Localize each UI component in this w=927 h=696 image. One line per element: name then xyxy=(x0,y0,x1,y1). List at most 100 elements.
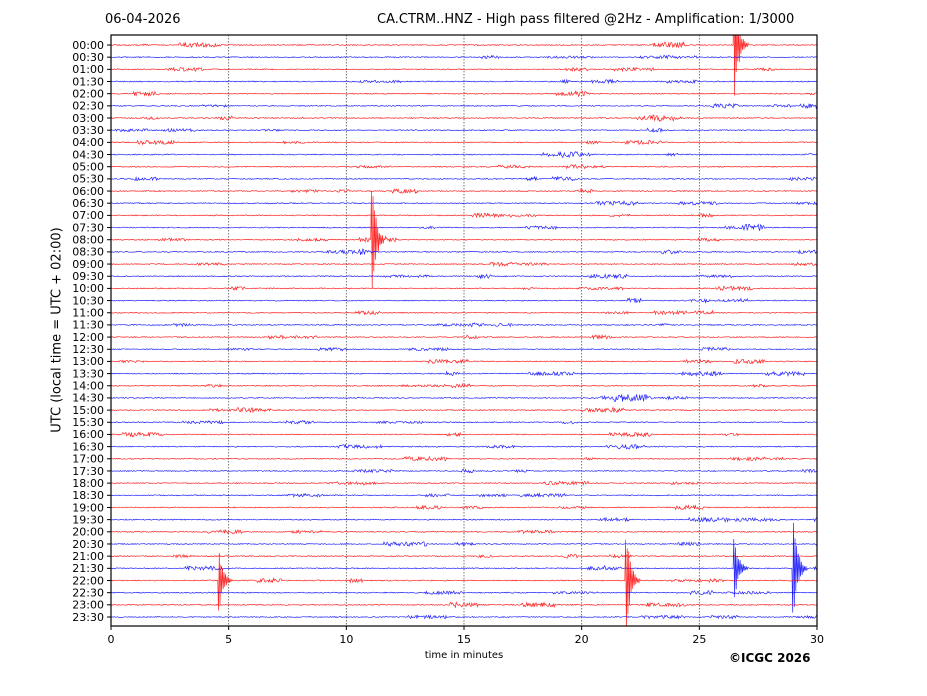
y-tick-label: 00:00 xyxy=(72,39,104,52)
trace-1330 xyxy=(111,370,817,377)
trace-0600 xyxy=(111,188,817,195)
x-tick-label: 10 xyxy=(339,633,353,646)
y-tick-label: 06:30 xyxy=(72,197,104,210)
y-tick-label: 12:30 xyxy=(72,343,104,356)
trace-2000 xyxy=(111,529,817,535)
y-tick-label: 23:00 xyxy=(72,599,104,612)
y-tick-label: 00:30 xyxy=(72,51,104,64)
trace-0530 xyxy=(111,175,817,182)
y-tick-label: 20:00 xyxy=(72,526,104,539)
trace-1400 xyxy=(111,382,817,389)
trace-1100 xyxy=(111,309,817,316)
trace-0730 xyxy=(111,223,817,232)
trace-0630 xyxy=(111,200,817,207)
trace-0500 xyxy=(111,163,817,170)
trace-1800 xyxy=(111,479,817,487)
y-tick-label: 09:30 xyxy=(72,270,104,283)
x-axis-label: time in minutes xyxy=(424,650,504,661)
trace-0900 xyxy=(111,261,817,268)
trace-0400 xyxy=(111,139,817,146)
y-tick-label: 07:00 xyxy=(72,209,104,222)
y-tick-label: 11:30 xyxy=(72,319,104,332)
y-tick-label: 15:30 xyxy=(72,416,104,429)
trace-1530 xyxy=(111,419,817,425)
trace-0700 xyxy=(111,212,817,219)
trace-2300 xyxy=(111,600,817,609)
y-tick-label: 21:30 xyxy=(72,562,104,575)
trace-1030 xyxy=(111,297,817,304)
y-tick-label: 18:30 xyxy=(72,489,104,502)
trace-0930 xyxy=(111,273,817,280)
y-tick-label: 14:30 xyxy=(72,392,104,405)
trace-0430 xyxy=(111,151,817,159)
x-tick-label: 15 xyxy=(457,633,471,646)
trace-1630 xyxy=(111,443,817,450)
y-tick-label: 22:00 xyxy=(72,574,104,587)
y-tick-label: 22:30 xyxy=(72,586,104,599)
y-tick-label: 02:00 xyxy=(72,87,104,100)
y-tick-label: 03:30 xyxy=(72,124,104,137)
trace-1200 xyxy=(111,333,817,341)
date-label: 06-04-2026 xyxy=(105,12,181,27)
trace-0000 xyxy=(111,35,817,96)
trace-0130 xyxy=(111,78,817,85)
trace-0230 xyxy=(111,102,817,110)
x-tick-label: 0 xyxy=(108,633,115,646)
y-tick-label: 01:00 xyxy=(72,63,104,76)
trace-1300 xyxy=(111,358,817,365)
y-tick-label: 12:00 xyxy=(72,331,104,344)
x-tick-label: 20 xyxy=(575,633,589,646)
trace-1000 xyxy=(111,285,817,292)
y-tick-label: 08:30 xyxy=(72,246,104,259)
y-tick-label: 10:30 xyxy=(72,294,104,307)
y-tick-label: 05:30 xyxy=(72,173,104,186)
y-tick-label: 04:00 xyxy=(72,136,104,149)
x-tick-label: 30 xyxy=(810,633,824,646)
chart-title: CA.CTRM..HNZ - High pass filtered @2Hz -… xyxy=(377,12,795,27)
y-tick-label: 21:00 xyxy=(72,550,104,563)
trace-1930 xyxy=(111,516,817,523)
trace-1730 xyxy=(111,468,817,474)
y-tick-label: 23:30 xyxy=(72,611,104,624)
trace-2030 xyxy=(111,540,817,547)
trace-0830 xyxy=(111,248,817,255)
trace-1230 xyxy=(111,346,817,352)
trace-1600 xyxy=(111,431,817,438)
y-tick-label: 16:00 xyxy=(72,428,104,441)
y-tick-label: 08:00 xyxy=(72,234,104,247)
trace-2100 xyxy=(111,553,817,559)
y-tick-label: 18:00 xyxy=(72,477,104,490)
trace-1430 xyxy=(111,394,817,402)
y-tick-label: 05:00 xyxy=(72,161,104,174)
trace-0800 xyxy=(111,191,817,289)
y-tick-label: 19:30 xyxy=(72,513,104,526)
trace-1830 xyxy=(111,492,817,498)
y-tick-label: 13:30 xyxy=(72,367,104,380)
trace-0030 xyxy=(111,54,817,60)
y-tick-label: 04:30 xyxy=(72,148,104,161)
trace-2130 xyxy=(111,522,817,613)
y-tick-label: 09:00 xyxy=(72,258,104,271)
y-tick-label: 17:30 xyxy=(72,465,104,478)
y-tick-label: 20:30 xyxy=(72,538,104,551)
y-tick-label: 02:30 xyxy=(72,100,104,113)
y-tick-label: 19:00 xyxy=(72,501,104,514)
trace-1900 xyxy=(111,504,817,511)
y-tick-label: 10:00 xyxy=(72,282,104,295)
x-tick-label: 5 xyxy=(225,633,232,646)
trace-1700 xyxy=(111,455,817,462)
copyright: ©ICGC 2026 xyxy=(729,651,811,665)
trace-0100 xyxy=(111,66,817,73)
trace-2330 xyxy=(111,614,817,620)
trace-1130 xyxy=(111,322,817,328)
y-tick-label: 06:00 xyxy=(72,185,104,198)
y-tick-label: 16:30 xyxy=(72,440,104,453)
y-tick-label: 03:00 xyxy=(72,112,104,125)
y-tick-label: 13:00 xyxy=(72,355,104,368)
y-tick-label: 11:00 xyxy=(72,307,104,320)
trace-0200 xyxy=(111,90,817,98)
y-tick-label: 14:00 xyxy=(72,380,104,393)
trace-2200 xyxy=(111,539,817,626)
trace-1500 xyxy=(111,406,817,414)
